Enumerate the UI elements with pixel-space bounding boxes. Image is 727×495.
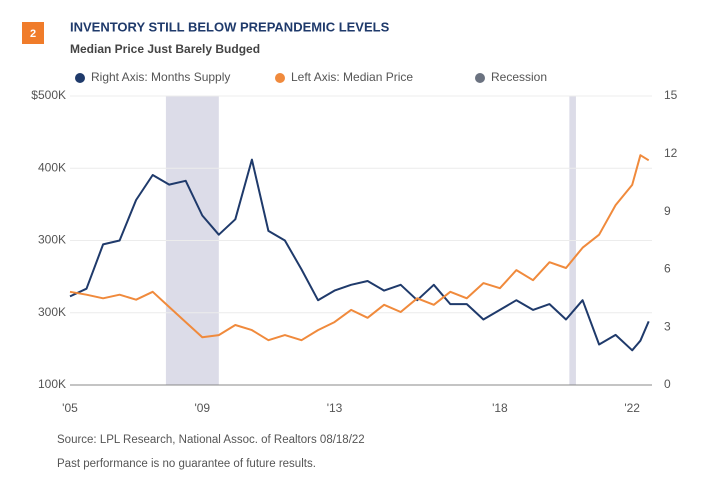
- y2-tick-label: 12: [664, 146, 678, 160]
- badge-box: [22, 22, 44, 44]
- x-tick-label: '05: [62, 401, 78, 415]
- x-tick-label: '13: [327, 401, 343, 415]
- legend-label: Right Axis: Months Supply: [91, 70, 230, 84]
- y2-tick-label: 9: [664, 204, 671, 218]
- y2-tick-label: 0: [664, 377, 671, 391]
- series-line: [69, 154, 650, 342]
- y-tick-label: 400K: [38, 160, 66, 174]
- x-tick-label: '09: [194, 401, 210, 415]
- legend-label: Left Axis: Median Price: [291, 70, 413, 84]
- legend-dot: [75, 73, 85, 83]
- y2-tick-label: 3: [664, 319, 671, 333]
- y-tick-label: $500K: [31, 88, 66, 102]
- y-tick-label: 100K: [38, 377, 66, 391]
- legend-dot: [275, 73, 285, 83]
- x-tick-label: '22: [624, 401, 640, 415]
- legend-dot: [475, 73, 485, 83]
- chart-title: INVENTORY STILL BELOW PREPANDEMIC LEVELS: [70, 19, 390, 34]
- legend-label: Recession: [491, 70, 547, 84]
- y2-tick-label: 6: [664, 262, 671, 276]
- chart-subtitle: Median Price Just Barely Budged: [70, 42, 260, 56]
- y2-tick-label: 15: [664, 88, 678, 102]
- disclaimer: Past performance is no guarantee of futu…: [57, 458, 316, 470]
- series-line: [69, 158, 650, 352]
- x-tick-label: '18: [492, 401, 508, 415]
- source-note: Source: LPL Research, National Assoc. of…: [57, 434, 365, 446]
- badge: 2: [30, 28, 36, 40]
- y-tick-label: 300K: [38, 233, 66, 247]
- y-tick-label: 300K: [38, 305, 66, 319]
